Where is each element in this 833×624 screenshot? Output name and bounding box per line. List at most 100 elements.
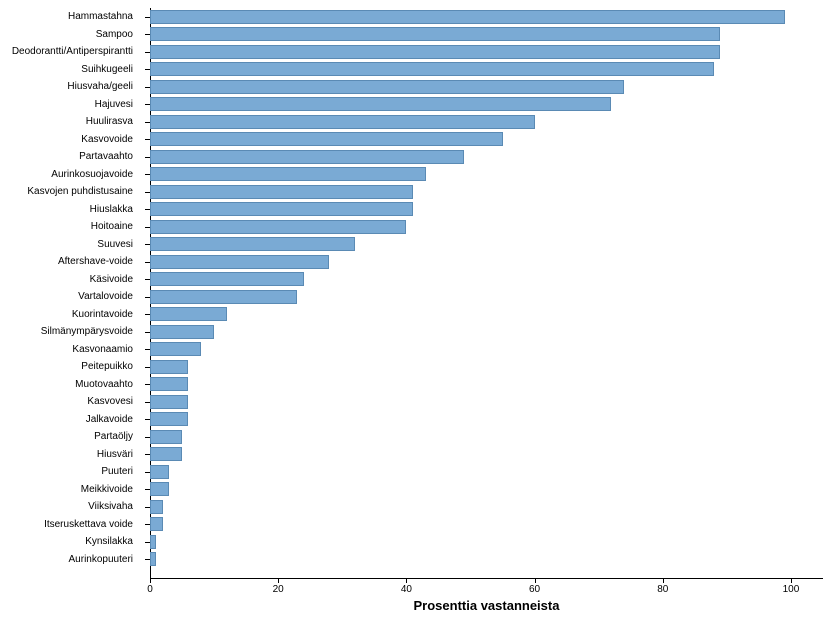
bar-row: Hajuvesi: [150, 96, 823, 114]
bar-label: Hiusvaha/geeli: [0, 81, 135, 92]
bar: [150, 272, 304, 286]
y-tick: [145, 419, 150, 420]
bar: [150, 220, 406, 234]
bar-row: Hiusväri: [150, 446, 823, 464]
plot-area: HammastahnaSampooDeodorantti/Antiperspir…: [150, 8, 823, 578]
bar: [150, 237, 355, 251]
bar: [150, 517, 163, 531]
bar-row: Hiusvaha/geeli: [150, 78, 823, 96]
bar-row: Suihkugeeli: [150, 61, 823, 79]
bar-label: Kuorintavoide: [0, 309, 135, 320]
bar: [150, 115, 535, 129]
bar: [150, 482, 169, 496]
bar-row: Kynsilakka: [150, 533, 823, 551]
y-tick: [145, 227, 150, 228]
bar-row: Silmänympärysvoide: [150, 323, 823, 341]
bar-label: Sampoo: [0, 29, 135, 40]
y-tick: [145, 454, 150, 455]
bar-row: Aurinkopuuteri: [150, 551, 823, 569]
bar: [150, 62, 714, 76]
bar-row: Muotovaahto: [150, 376, 823, 394]
bar-row: Käsivoide: [150, 271, 823, 289]
y-tick: [145, 52, 150, 53]
chart-container: Hammastahna Sampoo Deodorantti/Antiperspir…: [0, 0, 833, 624]
bar-label: Viiksivaha: [0, 501, 135, 512]
bar-label: Kynsilakka: [0, 536, 135, 547]
bar: [150, 325, 214, 339]
x-axis-line: [150, 578, 823, 579]
y-tick: [145, 402, 150, 403]
y-tick: [145, 559, 150, 560]
x-tick-label: 20: [273, 584, 284, 595]
bar-label: Deodorantti/Antiperspirantti: [0, 46, 135, 57]
x-tick-label: 40: [401, 584, 412, 595]
bar-row: Kasvovoide: [150, 131, 823, 149]
y-tick: [145, 34, 150, 35]
bar: [150, 342, 201, 356]
bar: [150, 132, 503, 146]
bar-row: Kasvonaamio: [150, 341, 823, 359]
bar-row: Huulirasva: [150, 113, 823, 131]
bar: [150, 202, 413, 216]
bar-label: Jalkavoide: [0, 414, 135, 425]
bar: [150, 377, 188, 391]
bar-label: Kasvovoide: [0, 134, 135, 145]
bar-label: Käsivoide: [0, 274, 135, 285]
bar: [150, 97, 611, 111]
bar-row: Partaöljy: [150, 428, 823, 446]
bar-row: Deodorantti/Antiperspirantti: [150, 43, 823, 61]
y-tick: [145, 472, 150, 473]
bar-label: Hammastahna: [0, 11, 135, 22]
bar: [150, 500, 163, 514]
x-tick: [535, 578, 536, 583]
y-tick: [145, 332, 150, 333]
x-tick: [663, 578, 664, 583]
bar-row: Aftershave-voide: [150, 253, 823, 271]
bar-label: Itseruskettava voide: [0, 519, 135, 530]
bar-label: Muotovaahto: [0, 379, 135, 390]
bar: [150, 465, 169, 479]
x-tick-label: 100: [783, 584, 800, 595]
bar: [150, 27, 720, 41]
y-tick: [145, 122, 150, 123]
y-tick: [145, 244, 150, 245]
bar-label: Partaöljy: [0, 431, 135, 442]
y-tick: [145, 314, 150, 315]
bar: [150, 150, 464, 164]
bar: [150, 430, 182, 444]
bar-label: Kasvovesi: [0, 396, 135, 407]
x-tick: [406, 578, 407, 583]
y-tick: [145, 87, 150, 88]
bar-row: Kasvojen puhdistusaine: [150, 183, 823, 201]
bar: [150, 255, 329, 269]
y-tick: [145, 524, 150, 525]
y-tick: [145, 192, 150, 193]
y-tick: [145, 297, 150, 298]
bar-row: Jalkavoide: [150, 411, 823, 429]
bar: [150, 307, 227, 321]
y-tick: [145, 139, 150, 140]
y-tick: [145, 437, 150, 438]
bar: [150, 535, 156, 549]
x-axis-title: Prosenttia vastanneista: [150, 598, 823, 613]
bar-row: Peitepuikko: [150, 358, 823, 376]
bar: [150, 185, 413, 199]
bar: [150, 167, 426, 181]
bar-row: Viiksivaha: [150, 498, 823, 516]
bar-row: Meikkivoide: [150, 481, 823, 499]
y-tick: [145, 262, 150, 263]
bar-label: Meikkivoide: [0, 484, 135, 495]
bar-row: Hammastahna: [150, 8, 823, 26]
x-tick: [150, 578, 151, 583]
bar-row: Suuvesi: [150, 236, 823, 254]
bar-label: Aurinkosuojavoide: [0, 169, 135, 180]
bar-label: Hiuslakka: [0, 204, 135, 215]
bar-label: Hajuvesi: [0, 99, 135, 110]
bar-label: Aftershave-voide: [0, 256, 135, 267]
x-tick: [278, 578, 279, 583]
bar: [150, 10, 785, 24]
bar-row: Vartalovoide: [150, 288, 823, 306]
bar: [150, 80, 624, 94]
bar-label: Kasvojen puhdistusaine: [0, 186, 135, 197]
bar: [150, 45, 720, 59]
